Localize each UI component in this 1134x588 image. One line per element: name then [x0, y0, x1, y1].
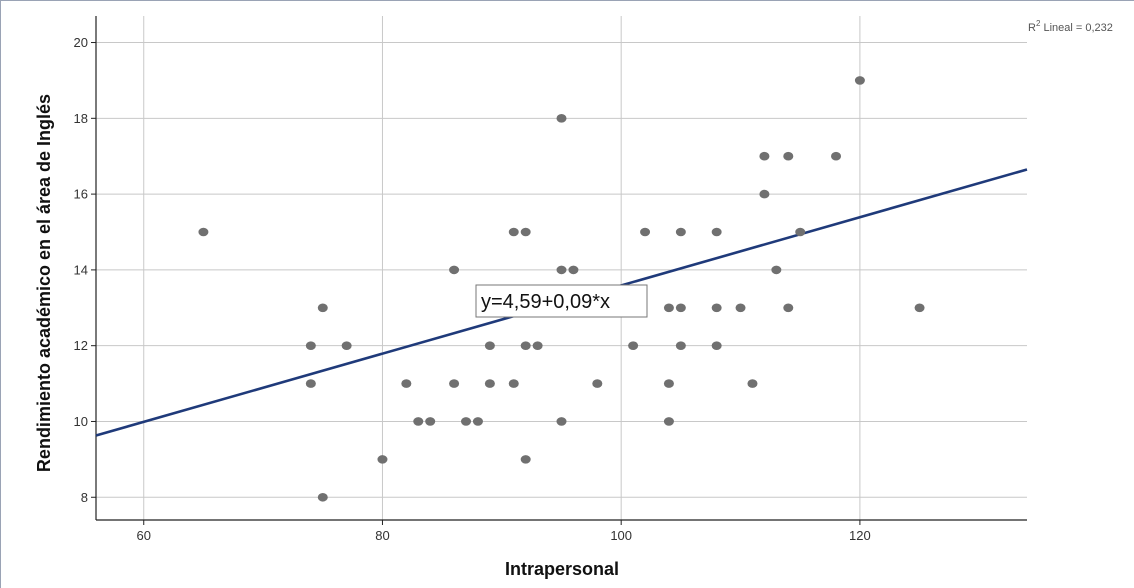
data-point [449, 265, 460, 275]
data-point [592, 379, 603, 388]
data-point [520, 455, 531, 464]
data-point [711, 341, 722, 350]
x-tick-label: 120 [849, 528, 871, 543]
data-point [711, 303, 722, 313]
equation-box: y=4,59+0,09*x [475, 284, 648, 318]
y-tick-label: 18 [74, 111, 88, 126]
data-point [317, 492, 328, 502]
axes [91, 16, 1027, 525]
data-point [484, 341, 495, 350]
data-point [795, 227, 806, 237]
data-point [711, 227, 722, 237]
x-tick-label: 60 [137, 528, 151, 543]
data-points [198, 76, 925, 502]
data-point [663, 417, 674, 426]
data-point [783, 151, 794, 161]
data-point [628, 341, 639, 350]
data-point [520, 227, 531, 237]
y-tick-label: 10 [74, 414, 88, 429]
data-point [461, 417, 472, 426]
y-tick-label: 14 [74, 262, 88, 277]
data-point [484, 379, 495, 388]
x-tick-label: 80 [375, 528, 389, 543]
data-point [508, 227, 519, 237]
data-point [305, 379, 316, 388]
data-point [401, 379, 412, 388]
y-tick-label: 16 [74, 187, 88, 202]
data-point [675, 341, 686, 350]
data-point [568, 265, 579, 275]
data-point [413, 417, 424, 426]
data-point [914, 303, 925, 313]
data-point [735, 303, 746, 313]
r2-label: R2 Lineal = 0,232 [1028, 19, 1113, 34]
data-point [532, 341, 543, 350]
data-point [377, 455, 388, 464]
data-point [747, 379, 758, 388]
x-axis-title: Intrapersonal [505, 559, 619, 579]
data-point [854, 76, 865, 85]
data-point [783, 303, 794, 313]
data-point [831, 151, 842, 161]
data-point [675, 227, 686, 237]
data-point [663, 303, 674, 313]
x-tick-label: 100 [610, 528, 632, 543]
data-point [759, 189, 770, 199]
data-point [508, 379, 519, 388]
data-point [771, 265, 782, 275]
data-point [198, 227, 209, 237]
data-point [317, 303, 328, 313]
data-point [675, 303, 686, 313]
data-point [556, 114, 567, 123]
data-point [472, 417, 483, 426]
data-point [305, 341, 316, 350]
data-point [759, 151, 770, 161]
data-point [556, 417, 567, 426]
data-point [663, 379, 674, 388]
equation-label: y=4,59+0,09*x [481, 291, 610, 313]
y-tick-label: 12 [74, 338, 88, 353]
data-point [425, 417, 436, 426]
data-point [520, 341, 531, 350]
y-tick-label: 20 [74, 35, 88, 50]
data-point [449, 379, 460, 388]
data-point [341, 341, 352, 350]
data-point [640, 227, 651, 237]
data-point [556, 265, 567, 275]
tick-labels: 8 10 12 14 16 18 20 60 80 100 120 [74, 35, 871, 543]
y-tick-label: 8 [81, 490, 88, 505]
y-axis-title: Rendimiento académico en el área de Ingl… [34, 94, 54, 472]
